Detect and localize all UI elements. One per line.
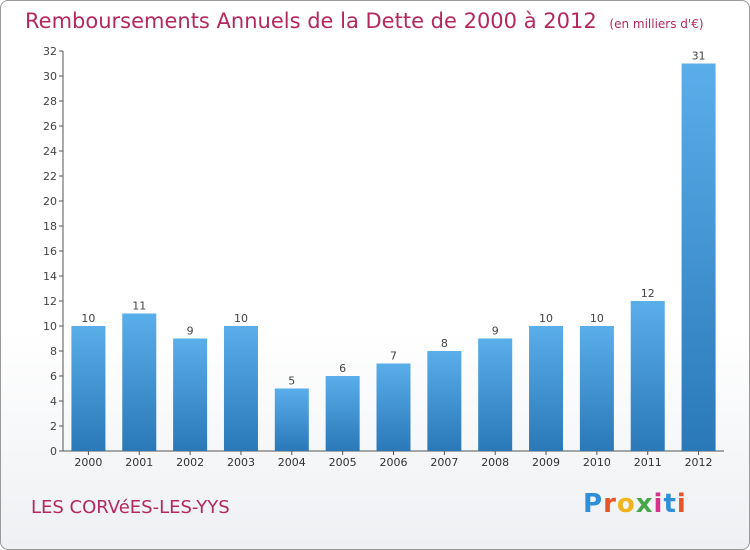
y-tick-label: 14 [43,270,57,283]
data-label: 12 [641,287,655,300]
bar-2010 [579,326,614,451]
y-tick-label: 4 [50,395,57,408]
x-tick-label: 2005 [329,456,357,469]
bar-2007 [427,351,462,451]
bar-2001 [122,313,157,451]
y-tick-label: 30 [43,70,57,83]
data-label: 11 [132,300,146,313]
commune-name: LES CORVéES-LES-YYS [31,497,230,518]
x-tick-label: 2004 [278,456,306,469]
y-tick-label: 32 [43,45,57,58]
y-tick-label: 20 [43,195,57,208]
bar-2011 [630,301,665,451]
y-tick-label: 22 [43,170,57,183]
y-tick-label: 2 [50,420,57,433]
data-label: 10 [234,312,248,325]
data-label: 10 [81,312,95,325]
logo-letter: P [583,489,604,519]
y-tick-label: 10 [43,320,57,333]
x-tick-label: 2008 [481,456,509,469]
bar-2002 [173,338,208,451]
y-tick-label: 24 [43,145,57,158]
bar-2012 [681,63,716,451]
x-axis: 2000 2001 2002 2003 2004 2005 2006 2007 2008 2009… [63,450,724,469]
x-tick-label: 2001 [125,456,153,469]
logo-letter: r [603,489,617,519]
y-tick-label: 28 [43,95,57,108]
logo-letter: x [635,489,654,519]
proxiti-logo[interactable]: Proxiti [583,489,687,519]
data-label: 8 [441,337,448,350]
bar-2005 [325,376,360,451]
logo-letter: i [676,489,687,519]
x-tick-label: 2011 [634,456,662,469]
data-label: 10 [539,312,553,325]
data-label: 5 [288,375,295,388]
x-tick-label: 2009 [532,456,560,469]
x-tick-label: 2007 [430,456,458,469]
y-tick-label: 12 [43,295,57,308]
bar-2000 [71,326,106,451]
y-tick-label: 26 [43,120,57,133]
bar-2009 [529,326,564,451]
y-tick-label: 6 [50,370,57,383]
x-tick-label: 2006 [380,456,408,469]
data-label: 9 [492,325,499,338]
chart-title-text: Remboursements Annuels de la Dette de 20… [25,9,597,33]
y-tick-label: 8 [50,345,57,358]
bar-2004 [274,388,309,451]
logo-letter: o [616,489,636,519]
y-tick-label: 18 [43,220,57,233]
chart-unit: (en milliers d'€) [609,17,704,31]
bar-2006 [376,363,411,451]
data-labels: 10 11 9 10 5 6 7 8 9 10 10 12 31 [81,50,705,388]
bars [71,63,716,451]
x-tick-label: 2003 [227,456,255,469]
data-label: 7 [390,350,397,363]
y-tick-label: 0 [50,445,57,458]
y-tick-label: 16 [43,245,57,258]
x-tick-label: 2002 [176,456,204,469]
x-tick-label: 2010 [583,456,611,469]
data-label: 10 [590,312,604,325]
bar-2008 [478,338,513,451]
data-label: 6 [339,362,346,375]
bar-2003 [223,326,258,451]
data-label: 31 [692,50,706,63]
x-tick-label: 2000 [74,456,102,469]
logo-letter: i [653,489,664,519]
data-label: 9 [187,325,194,338]
chart-title: Remboursements Annuels de la Dette de 20… [25,9,704,33]
logo-letter: t [663,489,677,519]
x-tick-label: 2012 [685,456,713,469]
